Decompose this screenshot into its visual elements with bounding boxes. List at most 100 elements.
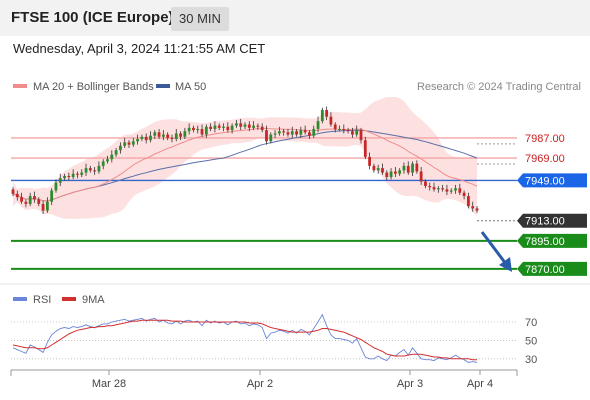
candle-body	[45, 201, 49, 211]
candle	[290, 126, 294, 138]
bollinger-band-fill	[13, 96, 477, 219]
candle	[436, 186, 440, 193]
x-tick-label: Mar 28	[92, 378, 126, 390]
candle	[372, 163, 376, 173]
x-tick-label: Apr 4	[467, 378, 493, 390]
candle-body	[265, 130, 268, 142]
candle-body	[161, 134, 165, 137]
candle	[355, 125, 359, 137]
candle-body	[402, 165, 406, 171]
candle	[149, 131, 152, 143]
candle	[346, 127, 350, 134]
candle-body	[127, 142, 131, 145]
candle-body	[363, 140, 367, 157]
candle-body	[11, 189, 15, 194]
ma50-legend-label: MA 50	[175, 81, 206, 93]
candle-body	[110, 154, 114, 160]
candle	[161, 130, 165, 141]
candle-body	[114, 150, 118, 155]
candle	[411, 161, 414, 176]
candle	[458, 183, 462, 195]
candle-body	[445, 189, 449, 192]
candle-body	[200, 128, 204, 135]
forecast-arrow-head	[499, 257, 512, 272]
candle-body	[398, 170, 402, 174]
candle	[445, 184, 449, 195]
candle	[385, 170, 389, 181]
candle-body	[406, 165, 410, 173]
candle	[166, 132, 170, 141]
candle-body	[342, 128, 346, 131]
candle-body	[351, 131, 354, 135]
ma20-legend-label: MA 20 + Bollinger Bands	[33, 81, 154, 93]
candle	[256, 123, 260, 131]
candle	[24, 199, 28, 208]
candle-body	[359, 130, 363, 141]
bollinger-bands	[13, 96, 477, 219]
level-badge-text: 7870.00	[525, 264, 565, 276]
candle-body	[424, 181, 427, 187]
x-tick-label: Apr 2	[247, 378, 273, 390]
candle	[320, 107, 324, 124]
candle	[230, 123, 234, 134]
candle-body	[312, 128, 316, 136]
candle-body	[256, 125, 260, 127]
candle	[183, 127, 187, 140]
candle	[376, 164, 380, 174]
candle-body	[441, 188, 445, 190]
candle	[449, 188, 453, 194]
candle	[308, 130, 311, 140]
candle-body	[88, 168, 92, 171]
candle	[363, 136, 367, 160]
candle	[174, 128, 178, 142]
candle	[97, 161, 101, 174]
timeframe-badge[interactable]: 30 MIN	[171, 7, 229, 31]
candle	[351, 127, 354, 138]
candle-body	[411, 163, 414, 173]
candle-body	[282, 131, 286, 133]
candle	[217, 123, 221, 131]
candle	[226, 122, 230, 133]
level-badge-bg	[517, 213, 587, 228]
candle	[273, 130, 277, 138]
ma20-legend-swatch	[13, 84, 27, 88]
candle	[50, 188, 54, 206]
candle	[192, 125, 195, 133]
candle-body	[20, 197, 23, 202]
candle	[20, 192, 23, 204]
candle	[196, 125, 200, 134]
candle-body	[273, 133, 277, 135]
candle-body	[24, 201, 28, 204]
moving-averages	[12, 127, 478, 202]
candle-body	[243, 124, 247, 127]
candle-body	[277, 131, 281, 134]
chart-date: Wednesday, April 3, 2024 11:21:55 AM CET	[13, 41, 266, 56]
candle-body	[290, 131, 294, 135]
candle-body	[28, 196, 32, 204]
candle	[269, 132, 273, 144]
rsi-pane: 70 50 30	[11, 313, 537, 366]
candle	[106, 155, 109, 164]
ma50-legend-swatch	[156, 84, 170, 88]
candle-body	[376, 168, 380, 171]
candle	[389, 168, 393, 180]
candle-body	[303, 130, 307, 133]
candle	[37, 197, 41, 207]
level-badge-7949.00: 7949.00	[517, 173, 587, 188]
candle	[265, 125, 268, 145]
rsi-ma-line	[12, 319, 477, 361]
candle-body	[192, 127, 195, 131]
candle-body	[381, 168, 384, 173]
price-levels	[11, 137, 517, 270]
candle	[329, 112, 333, 127]
candle-body	[436, 188, 440, 190]
candle	[475, 206, 479, 213]
candle	[119, 142, 122, 154]
candle-body	[166, 134, 170, 138]
level-badge-text: 7949.00	[525, 175, 565, 187]
candle	[282, 128, 286, 136]
candle-body	[37, 199, 41, 204]
candle	[247, 121, 251, 132]
credit-text: Research © 2024 Trading Central	[417, 81, 581, 93]
rsi-tick-50: 50	[525, 335, 537, 347]
